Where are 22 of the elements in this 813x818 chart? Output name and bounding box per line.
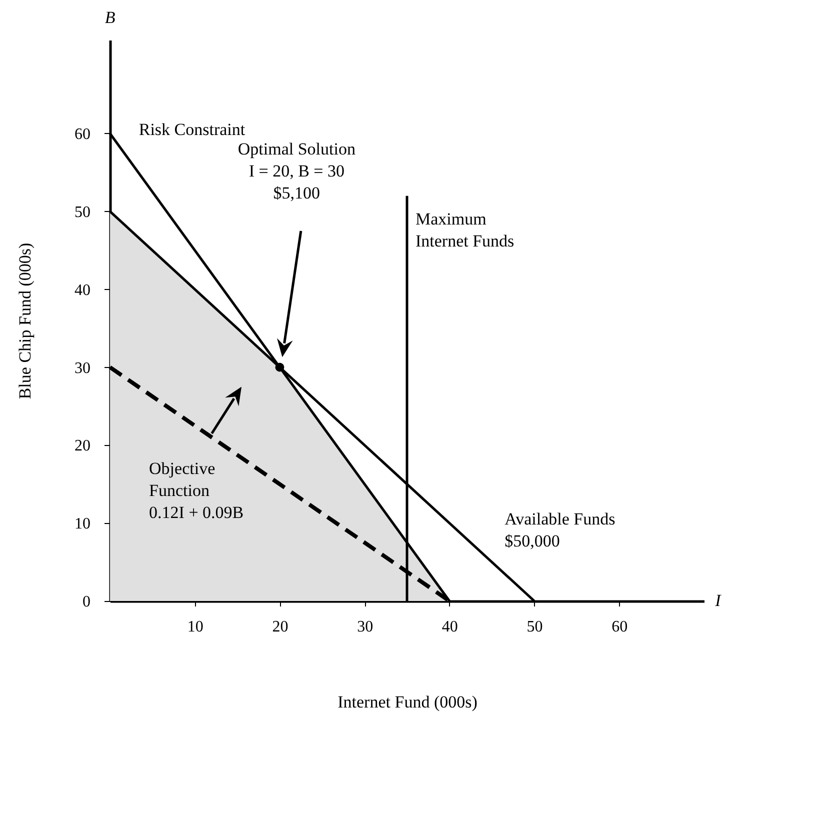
x-tick-label: 20 bbox=[272, 618, 288, 636]
x-tick-label: 60 bbox=[612, 618, 628, 636]
series-label: Risk Constraint bbox=[138, 120, 246, 139]
x-tick-label: 10 bbox=[187, 618, 204, 636]
y-tick-label: 0 bbox=[82, 594, 90, 610]
y-tick-label: 20 bbox=[74, 438, 90, 455]
x-axis-title: Internet Fund (000s) bbox=[338, 692, 478, 712]
y-tick-label: 30 bbox=[74, 360, 90, 377]
text: B bbox=[104, 8, 116, 27]
annotation: Optimal Solution I = 20, B = 30 $5,100 bbox=[238, 139, 356, 202]
y-axis-title: Blue Chip Fund (000s) bbox=[16, 242, 34, 400]
y-tick-label: 10 bbox=[74, 516, 90, 533]
x-tick-label: 50 bbox=[526, 618, 543, 636]
series-label: Objective Function 0.12I + 0.09B bbox=[149, 458, 244, 522]
series-label: Available Funds $50,000 bbox=[504, 509, 616, 550]
y-tick-label: 40 bbox=[74, 282, 90, 299]
x-tick-label: 40 bbox=[442, 618, 458, 636]
y-tick-label: 50 bbox=[74, 204, 90, 221]
y-tick-label: 60 bbox=[74, 126, 90, 143]
series-label: Maximum Internet Funds bbox=[415, 209, 514, 250]
text: I bbox=[714, 591, 722, 610]
x-tick-label: 30 bbox=[357, 618, 374, 636]
